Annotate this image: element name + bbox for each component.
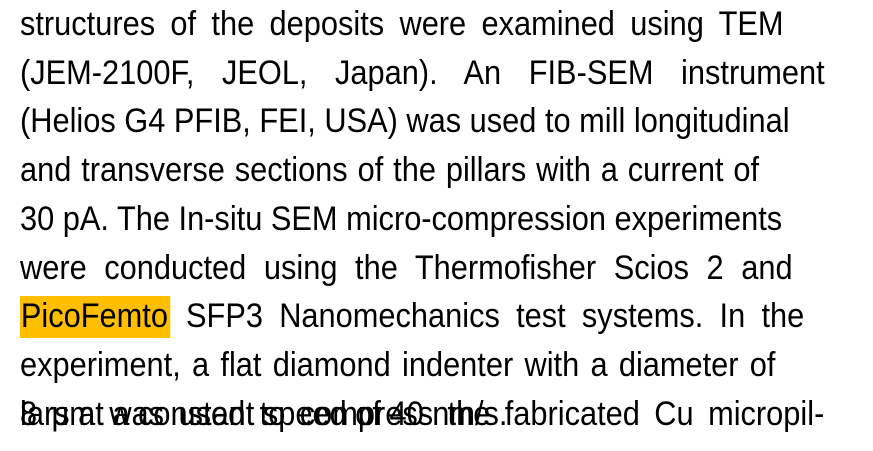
last-line-container: lars at a constant speed of 40 nm/s. [20, 390, 853, 439]
text-line-with-highlight: PicoFemto SFP3 Nanomechanics test system… [20, 292, 804, 341]
text-line: structures of the deposits were examined… [20, 5, 784, 43]
text-line-final: lars at a constant speed of 40 nm/s. [20, 394, 508, 433]
paragraph-text-block: structures of the deposits were examined… [20, 0, 853, 451]
text-line: experiment, a flat diamond indenter with… [20, 345, 776, 384]
text-line: and transverse sections of the pillars w… [20, 151, 760, 190]
text-line: 30 pA. The In-situ SEM micro-compression… [20, 199, 783, 238]
text-line: (JEM-2100F, JEOL, Japan). An FIB-SEM ins… [20, 53, 825, 92]
text-line-remainder: SFP3 Nanomechanics test systems. In the [169, 297, 805, 336]
text-line: 8 μm was used to compress the fabricated… [20, 394, 825, 433]
highlighted-term: PicoFemto [20, 296, 170, 339]
text-line: (Helios G4 PFIB, FEI, USA) was used to m… [20, 102, 790, 141]
text-line: were conducted using the Thermofisher Sc… [20, 248, 793, 287]
